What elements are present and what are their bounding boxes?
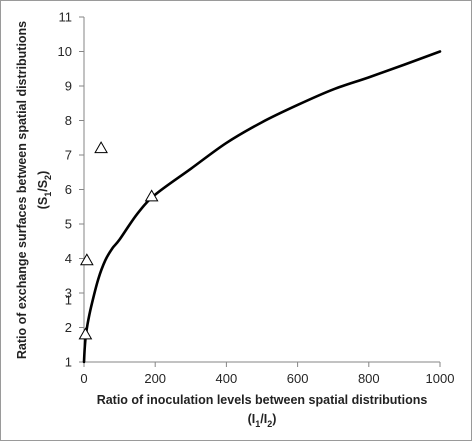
x-axis-title-line2: (I1/I2) [248, 412, 277, 429]
x-tick-label: 800 [358, 371, 380, 386]
y-tick-label: 11 [59, 10, 73, 25]
y-tick-label-extra: 1 [65, 292, 72, 307]
y-tick-label: 6 [65, 182, 72, 197]
y-tick-label: 3 [65, 286, 72, 301]
x-axis-title-line1: Ratio of inoculation levels between spat… [97, 393, 428, 407]
series-line-0 [82, 50, 442, 364]
data-point-triangle [78, 327, 93, 340]
x-tick-label: 1000 [426, 371, 455, 386]
plot-area [78, 16, 442, 367]
data-point-triangle [79, 253, 94, 266]
y-tick-label: 2 [65, 320, 72, 335]
y-tick-label: 1 [65, 355, 72, 370]
x-tick-label: 600 [287, 371, 309, 386]
x-tick-labels: 0 200 400 600 800 1000 [80, 371, 454, 386]
y-tick-label: 7 [65, 148, 72, 163]
y-axis-title-line2: (S1/S2) [36, 171, 53, 210]
data-point-triangle [94, 141, 108, 154]
x-tick-label: 400 [216, 371, 238, 386]
y-tick-label: 5 [65, 217, 72, 232]
y-tick-label: 4 [65, 251, 72, 266]
x-tick-label: 0 [80, 371, 87, 386]
y-tick-label: 8 [65, 113, 72, 128]
y-tick-label: 9 [65, 79, 72, 94]
y-axis-title-line1: Ratio of exchange surfaces between spati… [15, 21, 29, 359]
data-point-triangle [144, 189, 159, 202]
y-tick-label: 10 [58, 44, 72, 59]
x-tick-label: 200 [144, 371, 166, 386]
